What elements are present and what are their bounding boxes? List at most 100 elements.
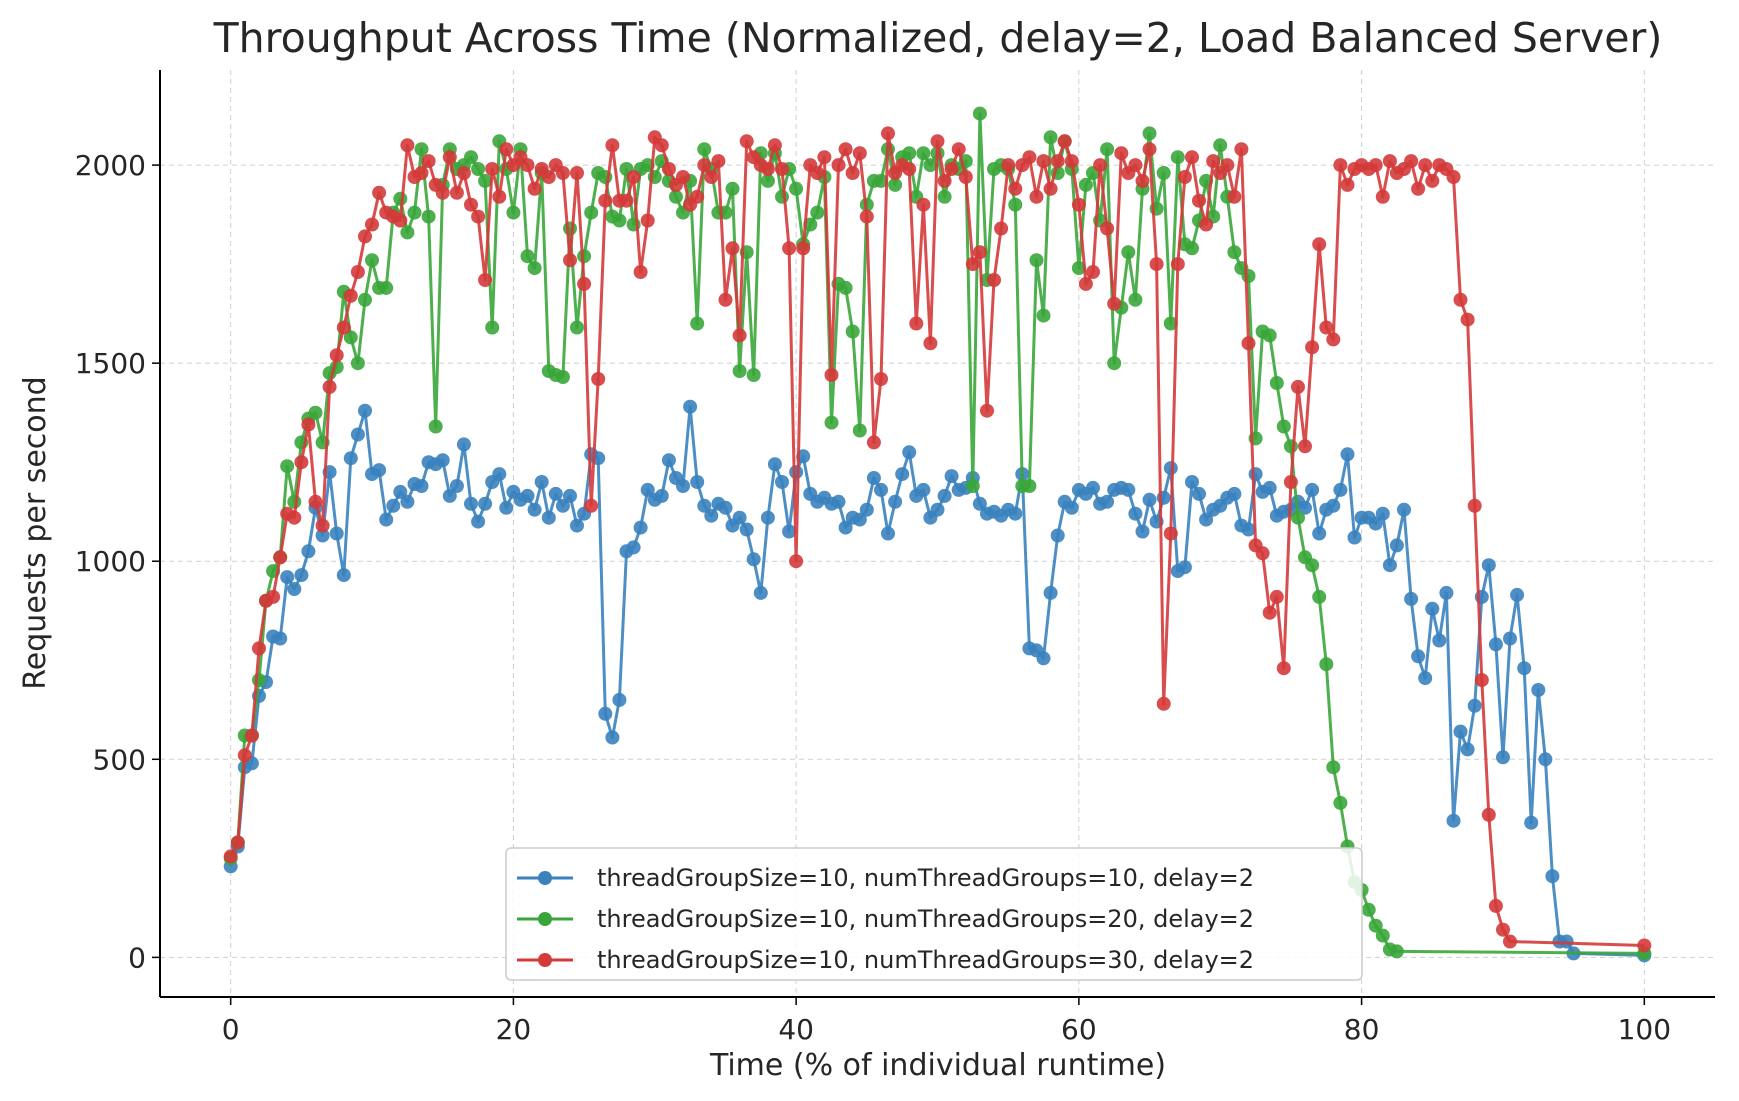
data-point [464, 150, 478, 165]
data-point [697, 158, 712, 173]
data-point [1404, 154, 1419, 169]
data-point [1220, 158, 1235, 173]
data-point [661, 162, 676, 176]
data-point [888, 494, 903, 509]
data-point [1121, 482, 1136, 497]
data-point [1283, 475, 1298, 489]
data-point [1192, 193, 1206, 208]
data-point [859, 502, 874, 517]
data-point [824, 415, 839, 430]
data-point [1382, 558, 1397, 573]
data-point [435, 453, 450, 468]
data-point [916, 482, 931, 497]
series-1 [223, 399, 1652, 963]
data-point [1425, 173, 1440, 188]
data-point [987, 273, 1001, 287]
data-point [676, 170, 690, 184]
data-point [874, 372, 888, 386]
data-point [1043, 130, 1058, 145]
data-point [1262, 328, 1277, 343]
data-point [350, 356, 365, 371]
y-tick-label: 1500 [75, 347, 146, 380]
data-point [725, 181, 740, 196]
data-point [555, 498, 570, 513]
data-point [1135, 524, 1150, 539]
data-point [767, 138, 782, 153]
data-point [252, 673, 266, 688]
series-2 [223, 106, 1652, 961]
data-point [1234, 142, 1249, 157]
data-point [1022, 479, 1037, 493]
data-point [1043, 585, 1058, 600]
data-point [1142, 142, 1157, 157]
data-point [421, 154, 436, 169]
data-point [350, 265, 365, 279]
data-point [951, 142, 966, 157]
chart-title: Throughput Across Time (Normalized, dela… [213, 14, 1663, 62]
data-point [266, 589, 281, 604]
data-point [1361, 902, 1376, 917]
data-point [520, 488, 535, 503]
data-point [916, 146, 931, 161]
data-point [1283, 439, 1298, 454]
data-point [1389, 538, 1404, 553]
data-point [859, 209, 874, 224]
data-point [506, 205, 521, 220]
data-point [541, 510, 556, 525]
data-point [654, 488, 669, 503]
data-point [753, 585, 768, 600]
data-point [548, 486, 563, 501]
data-point [775, 475, 789, 489]
data-point [1411, 181, 1426, 196]
data-point [1305, 558, 1320, 573]
data-point [626, 540, 641, 555]
legend-label: threadGroupSize=10, numThreadGroups=20, … [597, 905, 1254, 933]
data-point [760, 162, 775, 176]
data-point [626, 170, 641, 184]
data-point [732, 328, 747, 343]
data-point [499, 500, 514, 515]
data-point [937, 488, 952, 503]
data-point [902, 445, 917, 460]
data-point [421, 209, 436, 224]
data-point [1467, 698, 1482, 713]
y-axis-label: Requests per second [18, 376, 53, 689]
data-point [570, 518, 584, 533]
data-point [909, 316, 924, 331]
data-point [852, 146, 867, 161]
data-point [1496, 922, 1510, 937]
data-point [478, 496, 493, 511]
data-point [612, 213, 627, 228]
data-point [1036, 154, 1051, 169]
data-point [1326, 498, 1341, 513]
x-tick-label: 100 [1618, 1013, 1671, 1046]
legend-box [505, 847, 1363, 981]
data-point [690, 475, 705, 489]
legend-item: threadGroupSize=10, numThreadGroups=10, … [517, 864, 1254, 892]
data-point [329, 348, 344, 363]
data-point [1333, 158, 1348, 173]
data-point [1135, 173, 1150, 188]
data-point [782, 524, 797, 539]
data-point [1326, 332, 1341, 347]
data-point [669, 189, 683, 204]
data-point [796, 241, 811, 256]
legend: threadGroupSize=10, numThreadGroups=10, … [505, 847, 1363, 981]
data-point [1142, 126, 1157, 141]
data-point [965, 257, 980, 272]
data-point [1481, 558, 1496, 573]
data-point [471, 209, 486, 224]
data-point [1276, 419, 1291, 434]
data-point [1439, 585, 1454, 600]
data-point [1453, 292, 1468, 307]
data-point [1149, 257, 1164, 272]
data-point [1637, 938, 1652, 953]
data-point [1460, 742, 1475, 757]
data-point [767, 457, 782, 472]
data-point [1100, 221, 1115, 236]
data-point [980, 403, 994, 418]
data-point [1177, 170, 1192, 184]
data-point [1411, 649, 1426, 664]
data-point [1022, 150, 1037, 165]
data-point [1064, 500, 1079, 515]
